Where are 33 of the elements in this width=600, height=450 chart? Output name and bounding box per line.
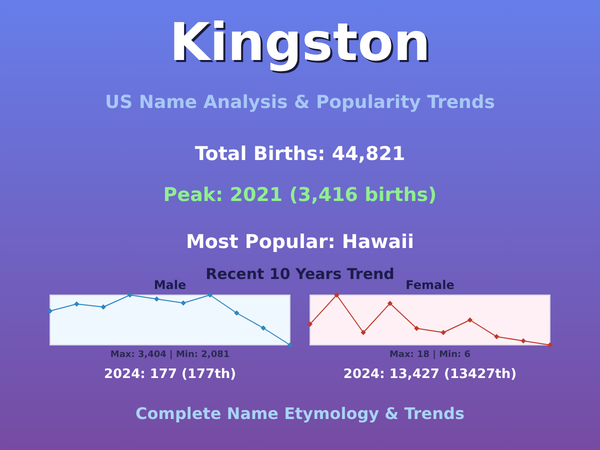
point	[47, 308, 53, 314]
point	[547, 342, 553, 348]
point	[334, 292, 340, 298]
point	[440, 330, 446, 336]
point	[287, 342, 293, 348]
text: Total Births: 44,821	[194, 143, 406, 165]
text: Max: 3,404 | Min: 2,081	[110, 350, 230, 360]
text: 2024: 177 (177th)	[104, 367, 236, 382]
chart-title: Female	[406, 278, 454, 292]
point	[100, 304, 106, 310]
text: Max: 18 | Min: 6	[389, 350, 471, 360]
point	[360, 330, 366, 336]
point	[260, 325, 266, 331]
point	[387, 300, 393, 306]
point	[414, 326, 420, 331]
point	[180, 300, 186, 306]
text: Recent 10 Years Trend	[206, 265, 394, 283]
point	[74, 301, 80, 307]
point	[494, 334, 500, 340]
text: US Name Analysis & Popularity Trends	[105, 92, 495, 113]
text: Peak: 2021 (3,416 births)	[163, 184, 437, 206]
text: Most Popular: Hawaii	[186, 231, 414, 253]
point	[520, 338, 526, 344]
point	[234, 310, 240, 316]
text: Complete Name Etymology & Trends	[136, 404, 464, 423]
point	[207, 292, 213, 298]
text: 2024: 13,427 (13427th)	[343, 367, 517, 382]
point	[307, 322, 313, 327]
text: Kingston	[172, 15, 432, 75]
point	[467, 317, 473, 323]
chart-title: Male	[154, 278, 186, 292]
point	[154, 296, 160, 302]
point	[127, 292, 133, 298]
